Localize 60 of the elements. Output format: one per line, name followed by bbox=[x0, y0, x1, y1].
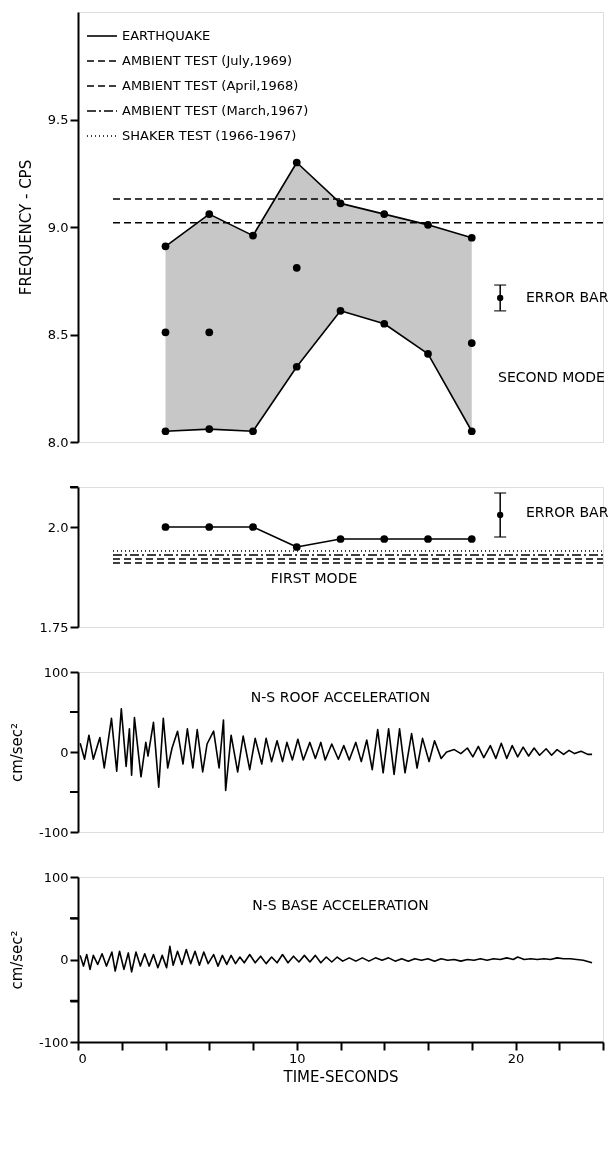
annotation: SECOND MODE bbox=[498, 369, 605, 385]
y-tick-label: 9.0 bbox=[47, 219, 69, 235]
legend-label: AMBIENT TEST (July,1969) bbox=[122, 53, 293, 68]
y-tick-label: 1.75 bbox=[39, 619, 69, 635]
annotation: ERROR BAR bbox=[526, 504, 609, 520]
point bbox=[161, 427, 170, 436]
legend-label: AMBIENT TEST (April,1968) bbox=[122, 78, 299, 93]
y-tick-label: 8.5 bbox=[47, 327, 69, 342]
x-tick-label: 10 bbox=[288, 1050, 306, 1066]
point bbox=[336, 306, 345, 315]
legend-label: SHAKER TEST (1966-1967) bbox=[122, 128, 297, 143]
point bbox=[205, 425, 214, 433]
y-tick-label: 0 bbox=[60, 744, 69, 760]
x-axis-title: TIME-SECONDS bbox=[282, 1067, 399, 1086]
annotation: N-S BASE ACCELERATION bbox=[252, 897, 429, 913]
point bbox=[424, 349, 432, 358]
point bbox=[467, 427, 476, 436]
point bbox=[336, 199, 345, 208]
point bbox=[249, 427, 257, 436]
point bbox=[380, 319, 389, 328]
point bbox=[424, 535, 432, 543]
point bbox=[292, 158, 301, 167]
point bbox=[467, 233, 476, 242]
point bbox=[161, 242, 170, 251]
point bbox=[467, 535, 476, 543]
y-tick-label: 0 bbox=[60, 952, 69, 967]
y-tick-label: 2.0 bbox=[47, 519, 69, 535]
annotation: ERROR BAR bbox=[526, 289, 609, 305]
y-tick-label: 100 bbox=[43, 664, 69, 680]
x-tick-label: 20 bbox=[507, 1050, 525, 1066]
point bbox=[161, 523, 170, 531]
legend-label: EARTHQUAKE bbox=[122, 28, 211, 43]
point bbox=[497, 294, 504, 302]
point bbox=[205, 328, 214, 337]
y-axis-title: cm/sec² bbox=[8, 930, 26, 990]
point bbox=[249, 231, 257, 240]
point bbox=[424, 220, 432, 229]
x-tick-label: 0 bbox=[78, 1050, 87, 1066]
point bbox=[497, 511, 504, 519]
point bbox=[249, 523, 257, 531]
y-tick-label: 8.0 bbox=[47, 434, 69, 450]
point bbox=[380, 535, 389, 543]
point bbox=[205, 210, 214, 218]
annotation: N-S ROOF ACCELERATION bbox=[250, 689, 431, 705]
y-tick-label: -100 bbox=[38, 824, 69, 840]
y-tick-label: 9.5 bbox=[47, 112, 69, 127]
y-axis-title: FREQUENCY - CPS bbox=[16, 159, 35, 296]
annotation: FIRST MODE bbox=[270, 570, 358, 586]
y-tick-label: 100 bbox=[43, 869, 69, 885]
legend-label: AMBIENT TEST (March,1967) bbox=[122, 103, 309, 118]
point bbox=[336, 535, 345, 543]
point bbox=[161, 328, 170, 337]
point bbox=[205, 523, 214, 531]
point bbox=[292, 362, 301, 371]
point bbox=[380, 210, 389, 218]
y-tick-label: -100 bbox=[38, 1034, 69, 1050]
point bbox=[292, 543, 301, 551]
point bbox=[467, 339, 476, 347]
point bbox=[292, 263, 301, 272]
y-axis-title: cm/sec² bbox=[8, 722, 26, 783]
